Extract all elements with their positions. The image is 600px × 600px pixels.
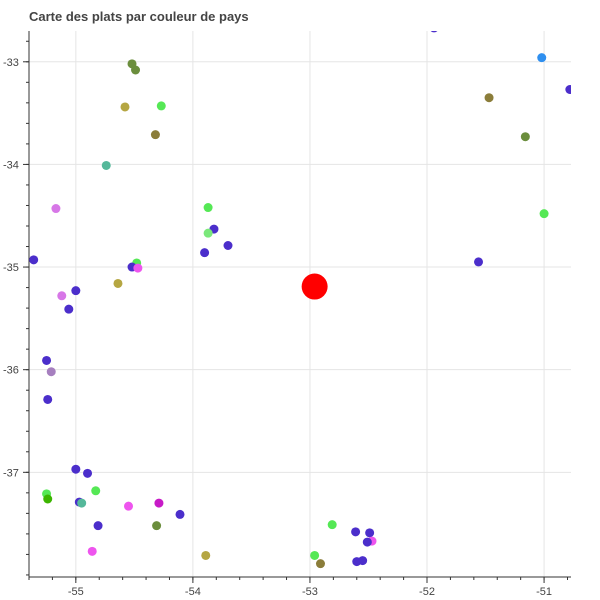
data-point <box>175 509 185 519</box>
x-tick-label: -55 <box>68 586 84 598</box>
data-point <box>156 101 166 111</box>
axes: -55 -54 -53 -52 -51 -33 -34 -35 -36 -37 <box>3 31 571 598</box>
x-tick-label: -54 <box>185 586 201 598</box>
y-tick-label: -33 <box>3 57 19 69</box>
data-point <box>565 85 571 94</box>
x-tick-label: -52 <box>419 586 435 598</box>
data-point <box>57 291 67 301</box>
highlight-point <box>301 273 328 300</box>
y-tick-label: -35 <box>3 262 19 274</box>
data-point <box>200 248 210 258</box>
data-point <box>203 203 213 213</box>
data-point <box>120 102 130 112</box>
data-point <box>430 31 438 33</box>
data-point <box>51 204 61 214</box>
data-point <box>93 521 103 531</box>
y-tick-label: -34 <box>3 159 19 171</box>
data-point <box>203 228 213 238</box>
data-point <box>365 528 375 538</box>
data-point <box>77 498 87 508</box>
data-point <box>315 559 325 569</box>
data-point <box>71 286 81 296</box>
data-point <box>484 93 494 103</box>
data-point <box>223 241 233 250</box>
data-point <box>327 520 337 530</box>
data-point <box>29 255 39 265</box>
data-point <box>152 521 162 531</box>
data-point <box>520 132 530 142</box>
data-point <box>201 550 211 560</box>
data-point <box>133 263 143 273</box>
data-point <box>46 367 56 377</box>
data-point <box>91 486 101 496</box>
data-point <box>64 304 74 314</box>
data-point <box>87 546 97 556</box>
data-point <box>154 498 164 508</box>
data-point <box>71 464 81 474</box>
x-tick-label: -53 <box>302 586 318 598</box>
data-point <box>43 494 53 504</box>
data-point <box>43 394 53 404</box>
grid <box>29 31 571 577</box>
data-point <box>131 65 141 75</box>
data-point <box>358 556 368 566</box>
data-point <box>101 160 111 170</box>
data-point <box>113 278 123 288</box>
chart-title: Carte des plats par couleur de pays <box>29 9 249 24</box>
data-point <box>150 130 160 140</box>
y-tick-label: -37 <box>3 467 19 479</box>
data-point <box>539 209 549 219</box>
data-points <box>17 31 571 569</box>
data-point <box>83 468 93 478</box>
data-point <box>537 53 547 63</box>
data-point <box>474 257 484 267</box>
data-point <box>42 355 52 365</box>
data-point <box>310 550 320 560</box>
data-point <box>351 527 361 537</box>
y-tick-label: -36 <box>3 365 19 377</box>
data-point <box>17 393 26 402</box>
x-tick-label: -51 <box>536 586 552 598</box>
data-point <box>362 537 372 547</box>
data-point <box>124 501 134 511</box>
